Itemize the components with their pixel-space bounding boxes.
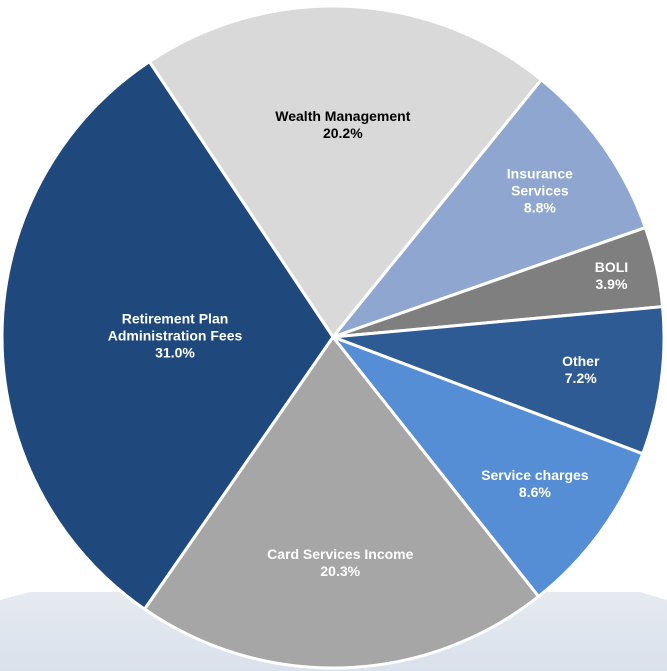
value-label: 20.3% (320, 562, 361, 579)
slice-label: Wealth Management 20.2% (248, 108, 438, 142)
category-name: Other (562, 353, 600, 370)
category-name: Service charges (481, 467, 589, 484)
pie-slice (331, 335, 645, 598)
pie-slice (331, 78, 647, 339)
category-name: Retirement Plan Administration Fees (107, 310, 243, 344)
pie (0, 4, 666, 670)
pie-slice (147, 4, 543, 339)
value-label: 8.8% (523, 199, 556, 216)
pie-slice (0, 60, 335, 611)
value-label: 8.6% (518, 484, 551, 501)
value-label: 20.2% (322, 125, 363, 142)
slice-label: Service charges 8.6% (460, 467, 610, 501)
category-name: Wealth Management (275, 108, 411, 125)
pie-slice (331, 305, 666, 456)
slice-label: Other 7.2% (551, 353, 611, 387)
slice-label: BOLI 3.9% (581, 259, 641, 293)
slice-label: Card Services Income 20.3% (240, 546, 440, 580)
slice-label: Retirement Plan Administration Fees 31.0% (85, 310, 265, 361)
category-name: BOLI (594, 259, 629, 276)
value-label: 7.2% (564, 370, 597, 387)
value-label: 3.9% (595, 276, 628, 293)
value-label: 31.0% (155, 344, 195, 361)
slice-label: Insurance Services 8.8% (495, 166, 585, 217)
category-name: Insurance Services (506, 165, 573, 199)
category-name: Card Services Income (267, 545, 414, 562)
pie-slice (143, 335, 541, 670)
